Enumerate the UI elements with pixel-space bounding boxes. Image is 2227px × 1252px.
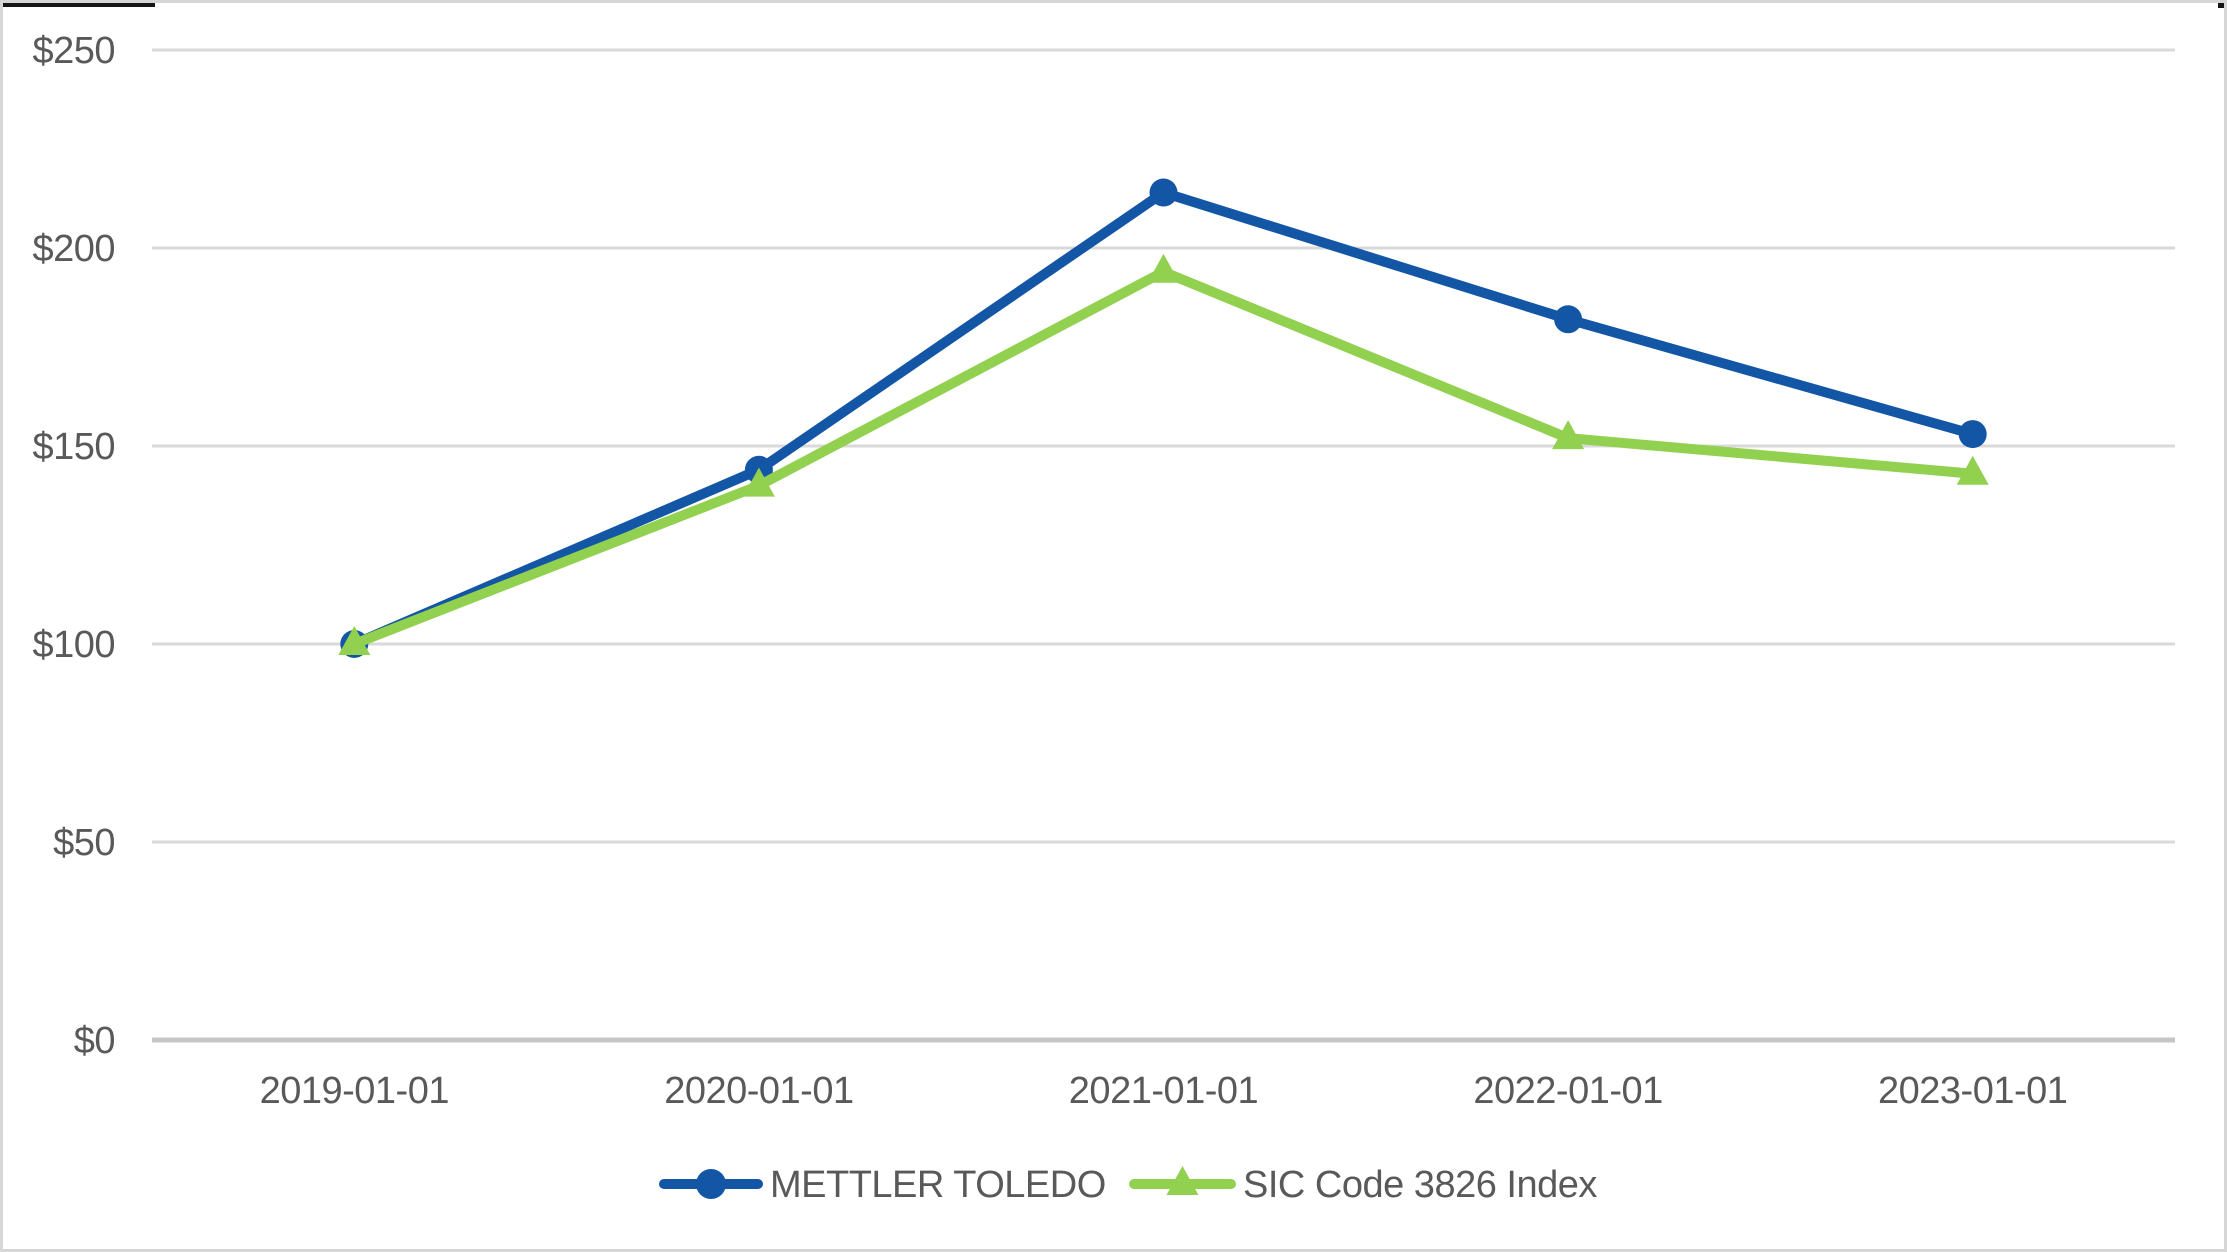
legend-label: SIC Code 3826 Index xyxy=(1243,1164,1597,1206)
y-axis-tick-label: $150 xyxy=(32,426,115,468)
x-axis-tick-label: 2020-01-01 xyxy=(664,1070,853,1112)
legend-item: SIC Code 3826 Index xyxy=(1129,1164,1598,1206)
series-group xyxy=(338,178,1989,658)
y-axis-tick-label: $100 xyxy=(32,624,115,666)
data-point-marker xyxy=(742,467,775,497)
border-artifact-top-left xyxy=(3,3,155,7)
data-point-marker xyxy=(1149,178,1178,207)
x-axis-tick-label: 2019-01-01 xyxy=(260,1070,449,1112)
performance-line-chart: $0 $50 $100 $150 $200 $250 2019-01-01 2020-01-… xyxy=(32,30,2175,1206)
legend-item: METTLER TOLEDO xyxy=(659,1164,1106,1206)
data-point-marker xyxy=(1956,455,1989,485)
border-artifact-top-right xyxy=(2218,3,2224,8)
data-point-marker xyxy=(1147,253,1180,283)
y-axis-tick-labels: $0 $50 $100 $150 $200 $250 xyxy=(32,30,115,1062)
series-line xyxy=(349,266,1978,649)
y-axis-tick-label: $50 xyxy=(53,822,115,864)
x-axis-tick-label: 2021-01-01 xyxy=(1069,1070,1258,1112)
y-axis-tick-label: $0 xyxy=(74,1020,115,1062)
x-axis-tick-label: 2023-01-01 xyxy=(1878,1070,2067,1112)
gridlines-group xyxy=(152,48,2175,1043)
x-axis-tick-labels: 2019-01-01 2020-01-01 2021-01-01 2022-01-01… xyxy=(260,1070,2068,1112)
data-point-marker xyxy=(338,626,371,655)
data-point-marker xyxy=(1552,420,1585,450)
y-axis-tick-label: $200 xyxy=(32,228,115,270)
y-axis-tick-label: $250 xyxy=(32,30,115,72)
data-point-marker xyxy=(1958,420,1987,449)
legend-triangle-marker-icon xyxy=(1166,1166,1199,1195)
data-point-marker xyxy=(1554,305,1583,334)
chart-legend: METTLER TOLEDO SIC Code 3826 Index xyxy=(659,1164,1598,1206)
x-axis-tick-label: 2022-01-01 xyxy=(1473,1070,1662,1112)
legend-circle-marker-icon xyxy=(696,1169,726,1199)
legend-label: METTLER TOLEDO xyxy=(770,1164,1106,1206)
